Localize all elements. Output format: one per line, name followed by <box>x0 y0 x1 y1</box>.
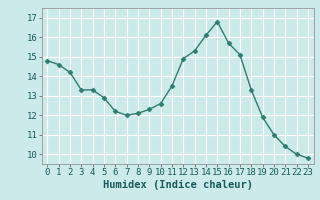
X-axis label: Humidex (Indice chaleur): Humidex (Indice chaleur) <box>103 180 252 190</box>
